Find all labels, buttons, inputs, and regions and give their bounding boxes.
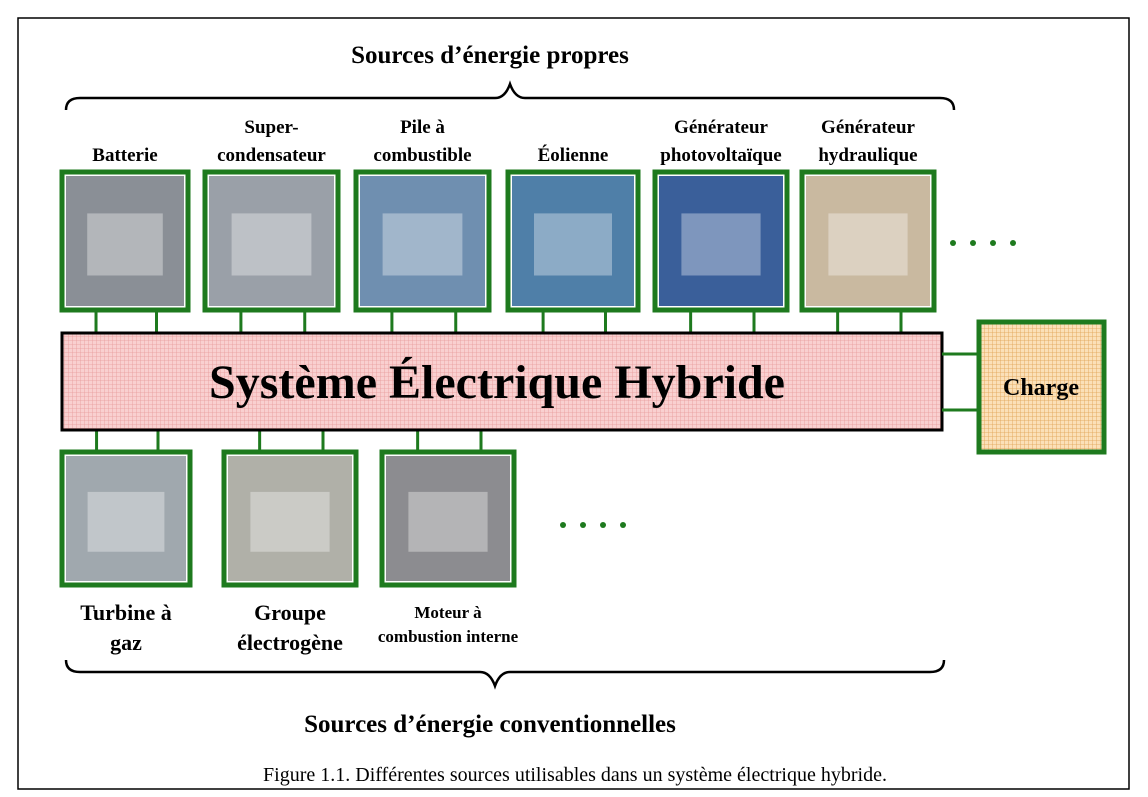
brace-top	[64, 80, 956, 111]
source-label: Éolienne	[538, 144, 609, 166]
title-bottom: Sources d’énergie conventionnelles	[304, 711, 676, 738]
source-image	[209, 176, 334, 306]
title-top: Sources d’énergie propres	[351, 42, 629, 69]
image-detail	[231, 213, 312, 276]
source-label: électrogène	[237, 630, 343, 655]
source-image	[512, 176, 634, 306]
source-image	[806, 176, 930, 306]
frame	[17, 17, 1130, 790]
source-box	[505, 169, 641, 313]
source-label: combustible	[373, 145, 471, 166]
image-detail	[87, 491, 165, 552]
source-image	[66, 456, 186, 581]
source-box	[379, 449, 517, 588]
source-box	[652, 169, 790, 313]
source-label: Super-	[244, 117, 298, 138]
source-label: Générateur	[674, 117, 768, 138]
system-label: Système Électrique Hybride	[209, 356, 785, 409]
source-box	[353, 169, 492, 313]
source-image	[360, 176, 485, 306]
source-label: Générateur	[821, 117, 915, 138]
image-detail	[534, 213, 612, 276]
source-box	[59, 449, 193, 588]
source-label: Batterie	[92, 145, 157, 166]
image-detail	[87, 213, 163, 276]
source-label: Pile à	[400, 117, 445, 138]
image-detail	[382, 213, 463, 276]
load-label: Charge	[1003, 375, 1079, 401]
source-box	[59, 169, 191, 313]
source-box	[799, 169, 937, 313]
connectors	[94, 310, 903, 452]
image-detail	[250, 491, 330, 552]
source-image	[66, 176, 184, 306]
source-box	[202, 169, 341, 313]
source-image	[386, 456, 510, 581]
source-label: gaz	[110, 630, 142, 655]
source-label: Turbine à	[80, 600, 172, 625]
source-image	[659, 176, 783, 306]
system-bus	[60, 331, 944, 432]
load-box	[976, 319, 1107, 455]
source-label: hydraulique	[818, 145, 917, 166]
source-image	[228, 456, 352, 581]
source-box	[221, 449, 359, 588]
source-label: combustion interne	[378, 627, 519, 646]
image-detail	[828, 213, 908, 276]
source-label: photovoltaïque	[660, 145, 781, 166]
ellipsis-top	[950, 240, 1016, 246]
source-label: Moteur à	[414, 603, 482, 622]
ellipsis-bottom	[560, 522, 626, 528]
image-detail	[681, 213, 761, 276]
source-label: Groupe	[254, 600, 326, 625]
source-label: condensateur	[217, 145, 326, 166]
image-detail	[408, 491, 488, 552]
brace-bottom	[64, 659, 946, 690]
caption: Figure 1.1. Différentes sources utilisab…	[263, 764, 887, 786]
